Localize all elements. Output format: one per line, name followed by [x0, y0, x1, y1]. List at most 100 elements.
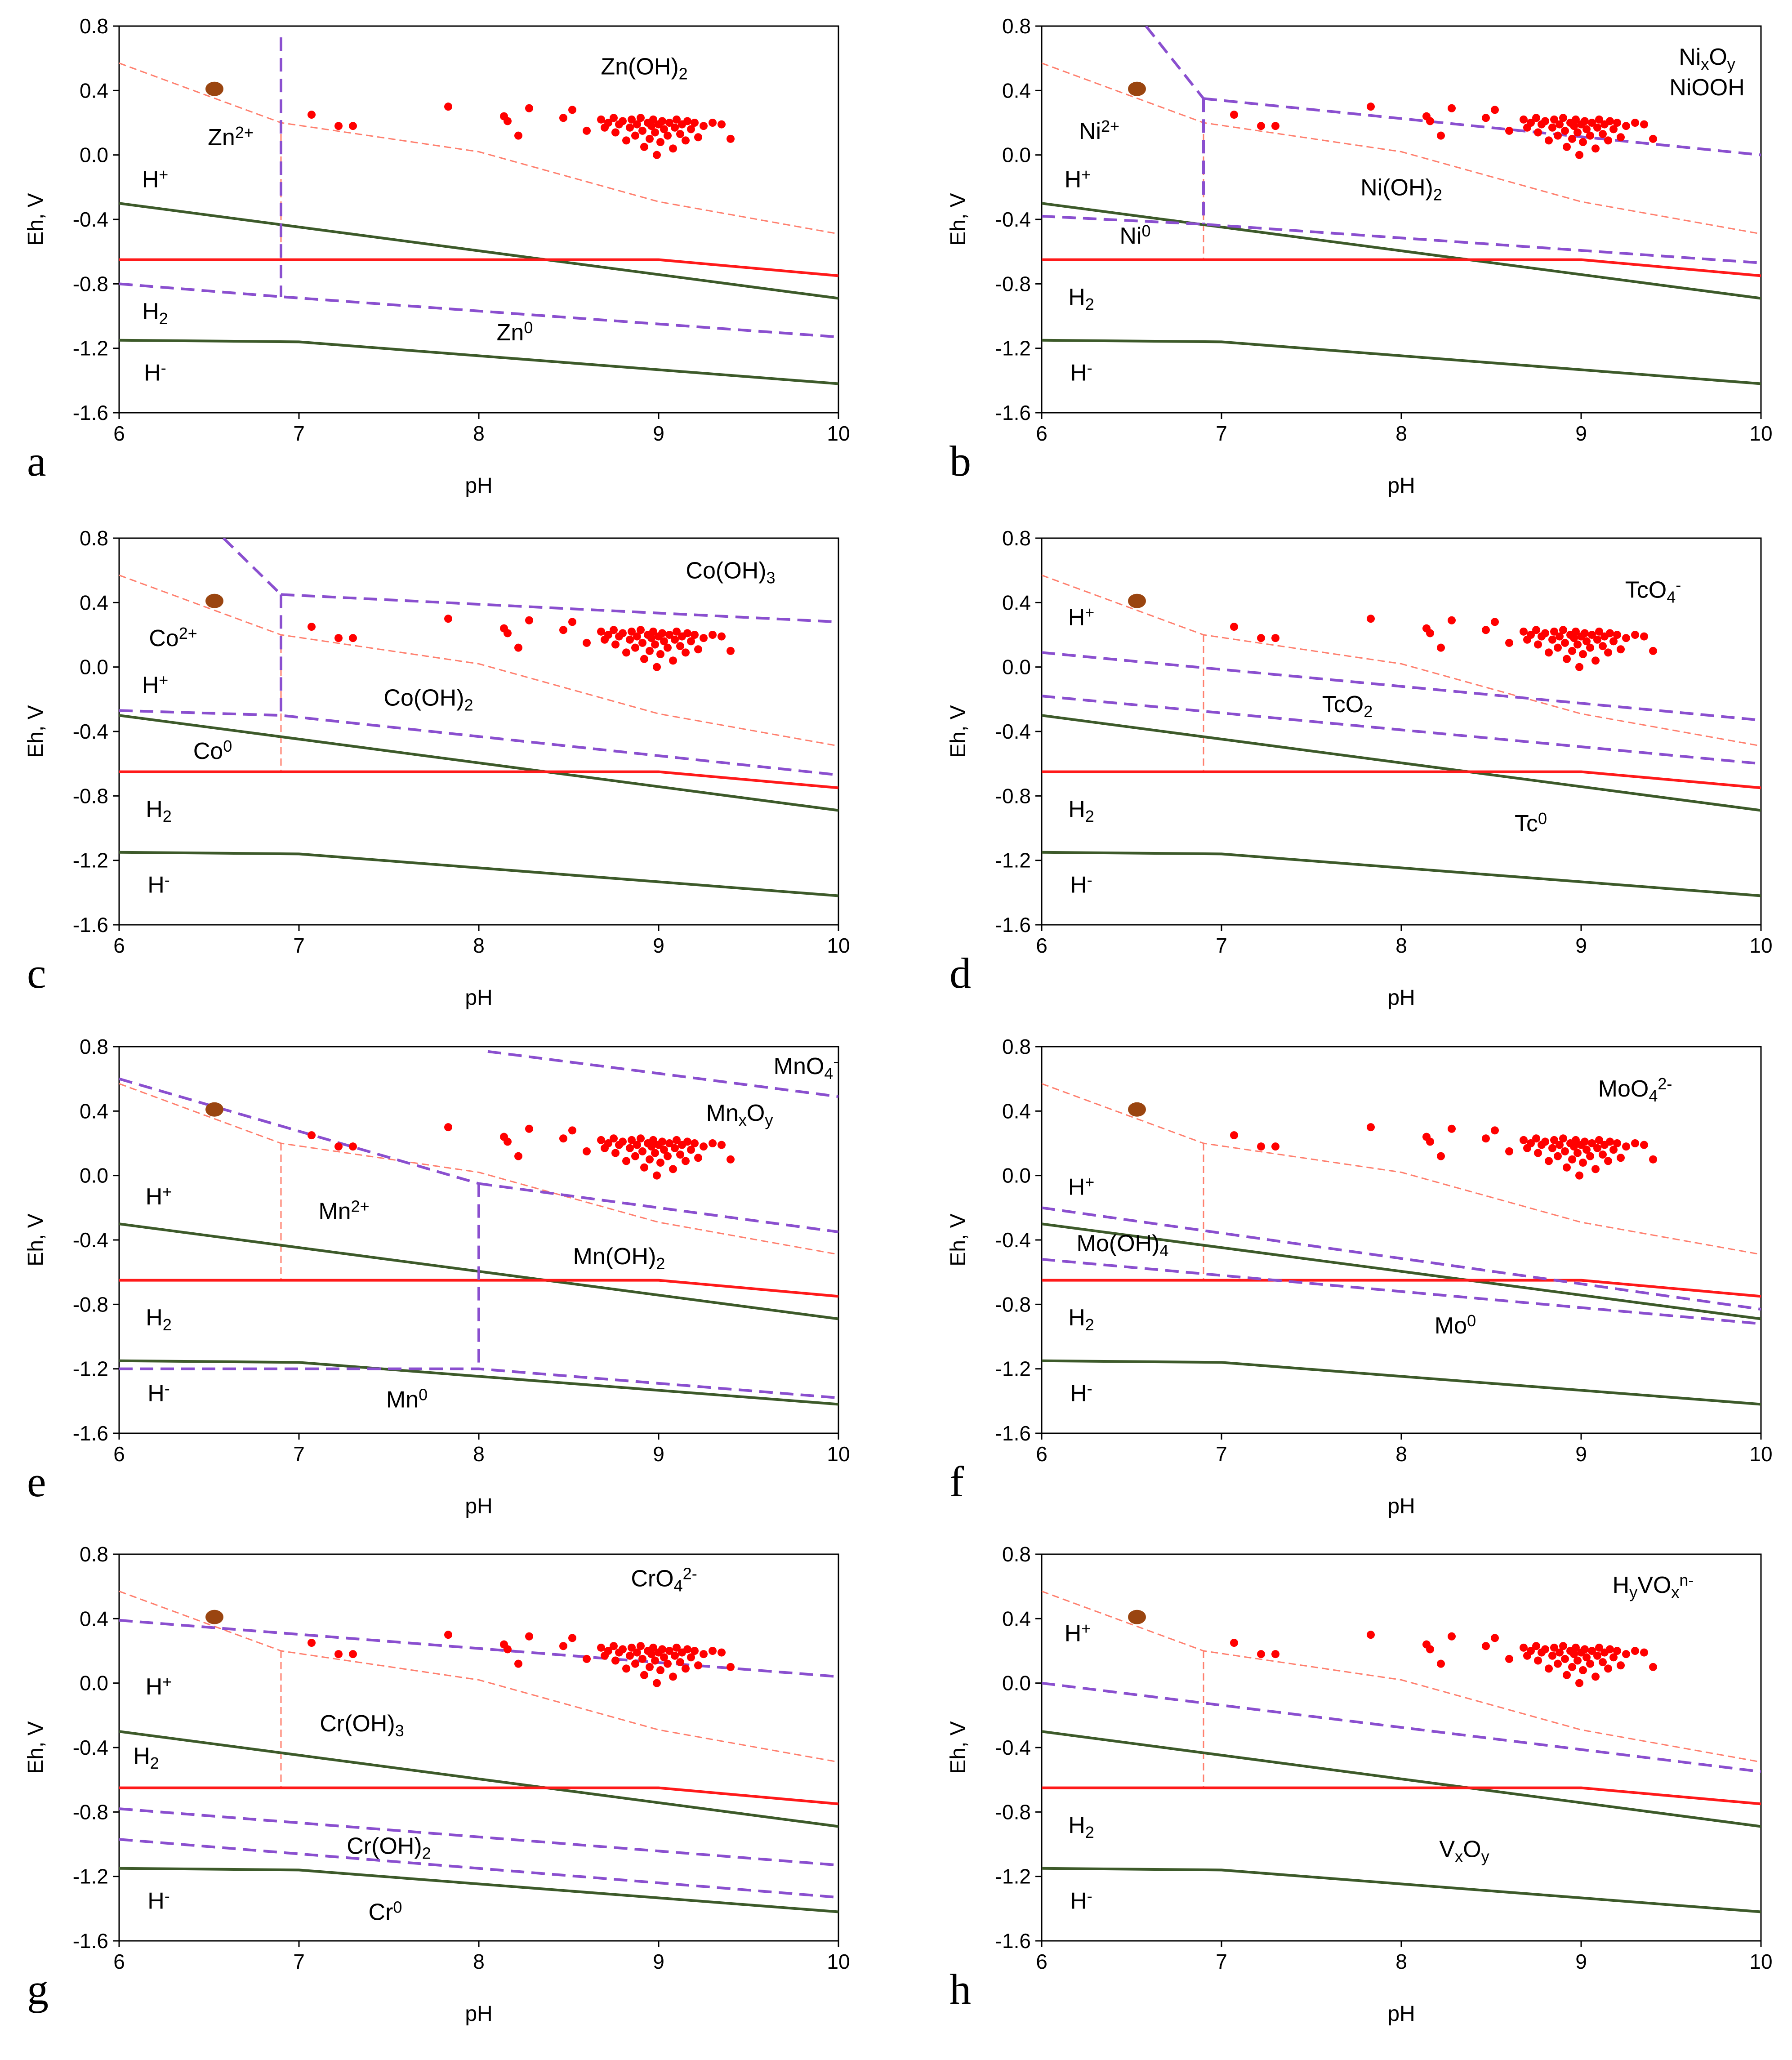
- red-data-point: [656, 1666, 664, 1674]
- y-tick-label: -0.8: [73, 1800, 108, 1824]
- red-data-point: [638, 1147, 646, 1155]
- red-data-point: [1556, 632, 1564, 641]
- red-data-point: [349, 634, 357, 642]
- red-data-point: [1532, 1642, 1540, 1650]
- red-data-point: [1617, 1154, 1625, 1162]
- red-data-point: [622, 648, 630, 657]
- y-tick-label: -1.6: [995, 913, 1031, 936]
- red-data-point: [637, 114, 645, 122]
- red-data-point: [1572, 115, 1580, 124]
- red-data-point: [633, 1648, 641, 1657]
- red-data-point: [631, 643, 639, 652]
- y-tick-label: -1.6: [995, 1422, 1031, 1445]
- red-data-point: [1257, 122, 1265, 130]
- red-data-point: [1622, 1650, 1630, 1659]
- panel-b: 6 7 8 9 10 0.8 0.4 0.0 -0.4 -0.8 -1.2 -1.6 pH Eh, V b N…: [946, 14, 1773, 498]
- red-data-point: [1606, 1137, 1614, 1146]
- red-data-point: [669, 1672, 677, 1681]
- red-data-point: [638, 1654, 646, 1663]
- red-data-point: [1532, 1134, 1540, 1143]
- x-tick-label: 10: [827, 1950, 850, 1973]
- red-data-point: [1606, 1645, 1614, 1654]
- red-data-point: [676, 642, 684, 651]
- red-data-point: [626, 635, 634, 644]
- red-data-point: [1579, 650, 1587, 658]
- red-data-point: [1561, 126, 1569, 135]
- x-axis-title: pH: [465, 474, 492, 498]
- red-data-point: [646, 647, 654, 655]
- red-data-point: [334, 1142, 343, 1151]
- green-line-lower: [119, 1359, 838, 1406]
- red-data-point: [1599, 130, 1607, 138]
- red-data-point: [718, 1141, 726, 1149]
- red-data-point: [1579, 1159, 1587, 1167]
- red-data-point: [660, 125, 668, 134]
- red-data-point: [718, 120, 726, 129]
- red-data-point: [1527, 1139, 1535, 1147]
- red-data-point: [1505, 1147, 1513, 1155]
- red-data-point: [682, 136, 690, 145]
- y-tick-label: 0.8: [1002, 14, 1031, 38]
- x-tick-label: 9: [653, 934, 664, 957]
- red-data-point: [1581, 1137, 1589, 1146]
- x-tick-label: 10: [1749, 1442, 1772, 1466]
- red-data-point: [631, 131, 639, 140]
- red-data-point: [1622, 1142, 1630, 1151]
- red-data-point: [1622, 122, 1630, 130]
- red-data-point: [1545, 1157, 1553, 1165]
- red-data-point: [647, 634, 655, 642]
- region-label: Zn2+: [208, 123, 254, 151]
- region-label: H2: [1068, 1305, 1094, 1334]
- red-data-point: [647, 1650, 655, 1659]
- panel-e: 6 7 8 9 10 0.8 0.4 0.0 -0.4 -0.8 -1.2 -1.6 pH Eh, V e M…: [24, 1035, 850, 1518]
- red-data-point: [1548, 635, 1556, 644]
- red-data-point: [610, 1642, 618, 1650]
- y-tick-label: 0.8: [1002, 526, 1031, 550]
- red-data-point: [1570, 634, 1578, 642]
- region-label: Mn(OH)2: [573, 1244, 665, 1273]
- salmon-dashed-line: [1042, 1591, 1761, 1763]
- red-data-point: [1604, 648, 1612, 657]
- x-tick-label: 10: [1749, 422, 1772, 445]
- y-tick-label: 0.4: [80, 1099, 108, 1123]
- red-data-point: [1554, 643, 1562, 652]
- red-data-point: [673, 1643, 681, 1652]
- red-data-point: [669, 144, 677, 153]
- red-data-point: [628, 627, 636, 636]
- x-tick-label: 8: [473, 422, 485, 445]
- red-data-point: [1563, 655, 1571, 663]
- red-data-point: [1545, 136, 1553, 145]
- red-data-point: [1491, 618, 1499, 626]
- red-data-point: [676, 130, 684, 138]
- x-axis-title: pH: [1387, 986, 1415, 1010]
- region-label: H2: [1068, 284, 1094, 313]
- red-data-point: [709, 631, 717, 639]
- red-data-point: [1593, 123, 1601, 132]
- region-label: H-: [1070, 870, 1092, 898]
- red-data-point: [610, 1134, 618, 1143]
- x-tick-label: 8: [473, 934, 485, 957]
- red-data-point: [1604, 136, 1612, 145]
- red-data-point: [1561, 1147, 1569, 1155]
- y-tick-label: -1.6: [995, 401, 1031, 424]
- purple-dashed-boundary: [487, 1050, 838, 1098]
- red-data-point: [583, 638, 591, 647]
- region-label: H-: [147, 1379, 170, 1406]
- red-data-point: [1271, 122, 1279, 130]
- green-line-lower: [119, 339, 838, 385]
- red-data-point: [1548, 1144, 1556, 1152]
- y-axis-title: Eh, V: [24, 1213, 48, 1266]
- red-data-point: [604, 1647, 612, 1655]
- red-data-point: [1649, 1663, 1657, 1671]
- red-data-point: [1613, 631, 1621, 639]
- red-data-point: [1534, 640, 1542, 649]
- red-data-point: [1534, 1149, 1542, 1157]
- y-tick-label: 0.8: [1002, 1543, 1031, 1566]
- region-label: Zn(OH)2: [601, 54, 687, 83]
- y-tick-label: 0.4: [80, 79, 108, 102]
- x-axis-title: pH: [1387, 474, 1415, 498]
- red-data-point: [1230, 111, 1238, 119]
- red-data-point: [1230, 1131, 1238, 1140]
